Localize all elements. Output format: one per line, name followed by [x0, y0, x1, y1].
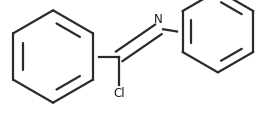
Text: Cl: Cl	[113, 87, 125, 100]
Text: N: N	[154, 13, 163, 25]
